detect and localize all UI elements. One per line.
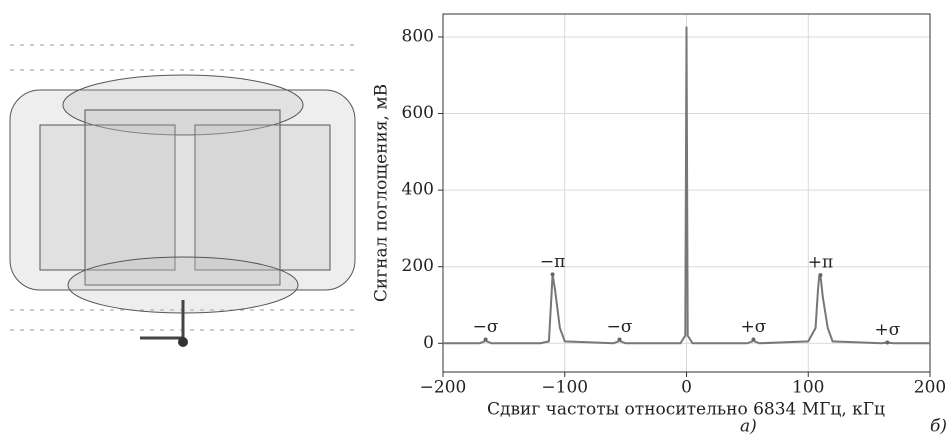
peak-dot bbox=[818, 273, 823, 278]
x-tick-label: −200 bbox=[420, 378, 467, 398]
x-tick-label: 200 bbox=[914, 378, 946, 398]
annotation: −σ bbox=[473, 317, 499, 337]
peak-dot bbox=[550, 272, 555, 277]
plate bbox=[194, 124, 331, 271]
y-tick-label: 800 bbox=[402, 26, 434, 46]
annotation: +σ bbox=[874, 320, 900, 340]
x-tick-label: −100 bbox=[541, 378, 588, 398]
y-tick-label: 600 bbox=[402, 103, 434, 123]
annotation: −σ bbox=[607, 317, 633, 337]
top-ring bbox=[62, 74, 304, 136]
y-tick-label: 0 bbox=[423, 333, 434, 353]
plate bbox=[39, 124, 176, 271]
peak-dot bbox=[483, 337, 488, 342]
annotation: +σ bbox=[741, 317, 767, 337]
peak-dot bbox=[885, 340, 890, 345]
outer-cylinder bbox=[9, 89, 356, 291]
coil-render bbox=[9, 44, 360, 347]
annotation: +π bbox=[808, 253, 833, 273]
y-tick-label: 200 bbox=[402, 256, 434, 276]
inner-cylinder bbox=[84, 109, 281, 286]
panel-label: б) bbox=[930, 417, 947, 437]
data-line bbox=[443, 26, 930, 345]
annotation: −π bbox=[540, 252, 565, 272]
x-tick-label: 0 bbox=[681, 378, 692, 398]
plot-frame bbox=[442, 13, 931, 373]
x-tick-label: 100 bbox=[792, 378, 824, 398]
peak-dot bbox=[751, 337, 756, 342]
y-tick-label: 400 bbox=[402, 180, 434, 200]
x-axis-label: Сдвиг частоты относительно 6834 МГц, кГц bbox=[487, 400, 885, 420]
peak-dot bbox=[617, 337, 622, 342]
axis-origin bbox=[178, 337, 188, 347]
y-axis-label: Сигнал поглощения, мВ bbox=[372, 84, 392, 302]
panel-label: а) bbox=[740, 417, 757, 437]
